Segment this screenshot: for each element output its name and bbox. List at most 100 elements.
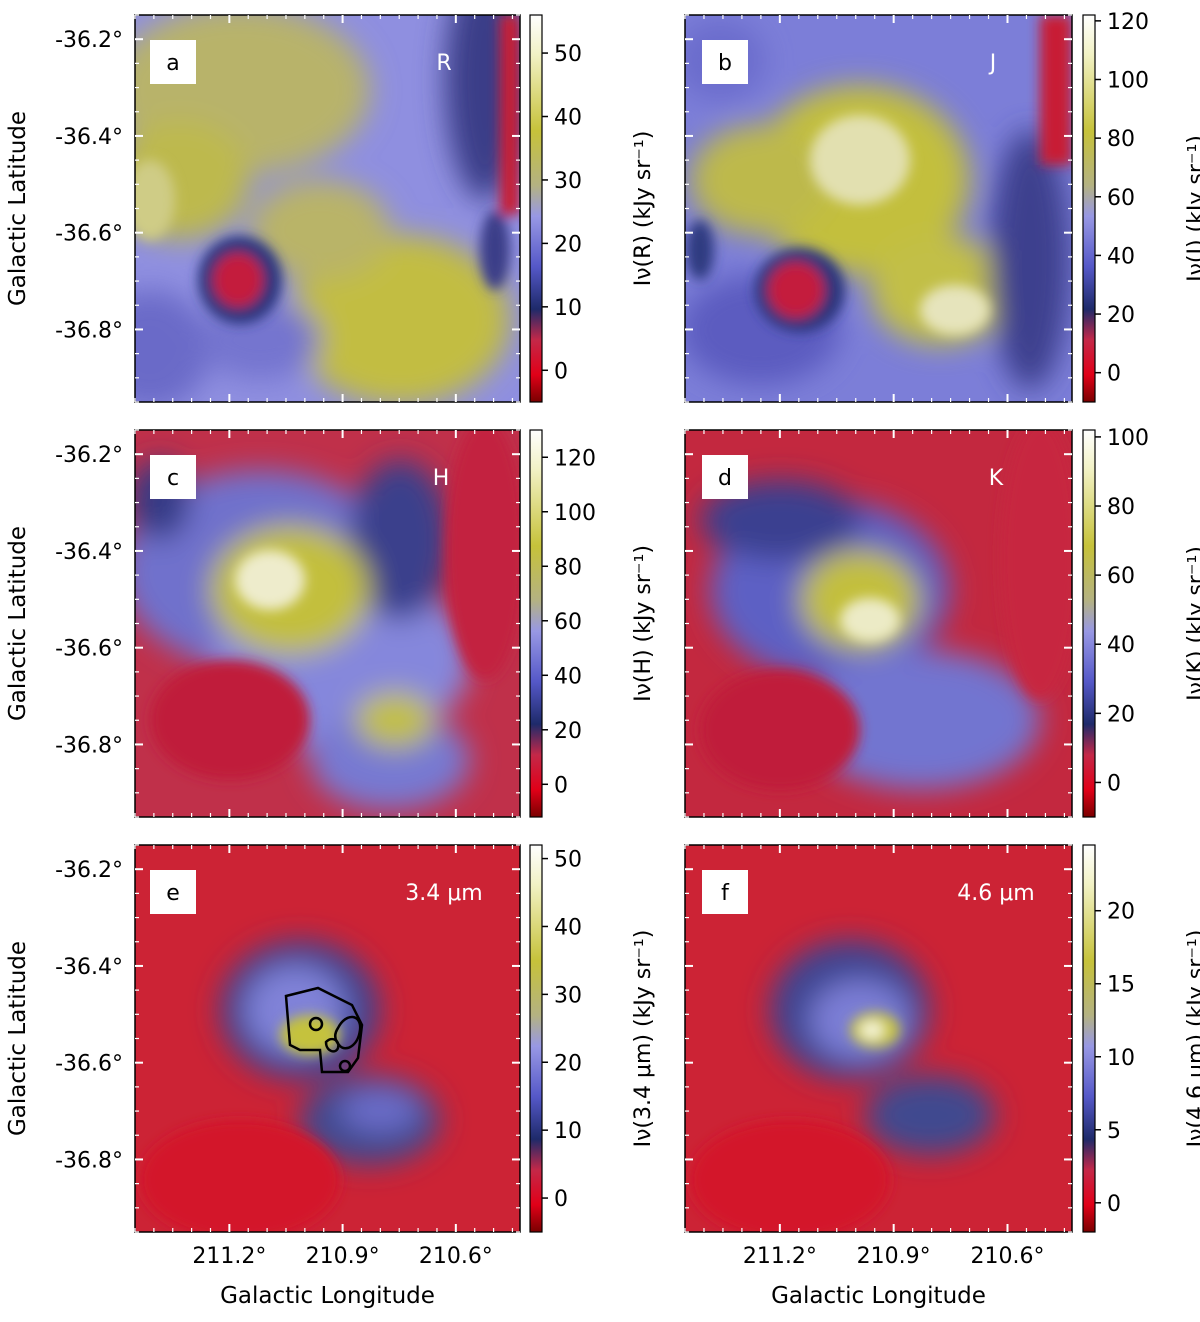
colorbar-label: Iν(K) (kJy sr⁻¹)	[1184, 546, 1200, 701]
colorbar-tick-label: 5	[1107, 1119, 1121, 1144]
colorbar-tick-label: 0	[554, 359, 568, 384]
lon-tick-label: 211.2°	[192, 1244, 266, 1269]
panel-b: b J	[684, 14, 1073, 403]
colorbar-tick-label: 0	[554, 1187, 568, 1212]
panel-b-axes: 0 20 40 60 80 100 120 Iν(J) (kJy sr⁻¹)	[684, 10, 1200, 403]
panel-b-letter: b	[718, 51, 732, 76]
colorbar-tick-label: 40	[554, 106, 582, 131]
colorbar-label: Iν(H) (kJy sr⁻¹)	[631, 545, 656, 702]
lon-tick-label: 210.6°	[971, 1244, 1045, 1269]
panel-e: e 3.4 μm	[134, 844, 521, 1233]
lat-tick-label: -36.2°	[55, 443, 123, 468]
colorbar-label: Iν(4.6 μm) (kJy sr⁻¹)	[1184, 930, 1200, 1148]
panel-f-band: 4.6 μm	[957, 881, 1034, 906]
y-axis-title: Galactic Latitude	[5, 111, 31, 306]
lat-tick-label: -36.4°	[55, 955, 123, 980]
panel-a-image	[135, 15, 520, 402]
colorbar-label: Iν(R) (kJy sr⁻¹)	[631, 131, 656, 287]
colorbar-tick-label: 20	[554, 719, 582, 744]
lon-tick-label: 210.9°	[857, 1244, 931, 1269]
colorbar-tick-label: 50	[554, 848, 582, 873]
colorbar-tick-label: 0	[1107, 1192, 1121, 1217]
panel-c: c H	[134, 429, 521, 818]
colorbar-tick-label: 10	[554, 296, 582, 321]
panel-d-letter: d	[718, 466, 732, 491]
colorbar-tick-label: 120	[554, 446, 596, 471]
colorbar-tick-label: 20	[1107, 900, 1135, 925]
colorbar-tick-label: 40	[554, 664, 582, 689]
lat-tick-label: -36.4°	[55, 125, 123, 150]
colorbar-tick-label: 30	[554, 169, 582, 194]
panel-a-axes: -36.2° -36.4° -36.6° -36.8° Galactic Latitud…	[5, 14, 656, 403]
panel-e-axes: -36.2° -36.4° -36.6° -36.8° 211.2° 210.9° 210.…	[5, 844, 656, 1309]
lon-tick-label: 210.9°	[306, 1244, 380, 1269]
panel-a-band: R	[436, 51, 451, 76]
colorbar-tick-label: 40	[1107, 244, 1135, 269]
colorbar-tick-label: 120	[1107, 10, 1149, 35]
colorbar-tick-label: 20	[1107, 303, 1135, 328]
panel-c-band: H	[433, 466, 450, 491]
panel-d-image	[685, 430, 1072, 817]
colorbar-tick-label: 100	[1107, 69, 1149, 94]
panel-e-letter: e	[166, 881, 180, 906]
panel-a: a R	[134, 14, 521, 403]
panel-c-axes: -36.2° -36.4° -36.6° -36.8° Galactic Latitud…	[5, 429, 656, 818]
panel-e-band: 3.4 μm	[405, 881, 482, 906]
panel-b-band: J	[988, 51, 997, 76]
colorbar-tick-label: 20	[554, 232, 582, 257]
colorbar-tick-label: 80	[1107, 127, 1135, 152]
colorbar-tick-label: 60	[1107, 564, 1135, 589]
colorbar-tick-label: 20	[554, 1051, 582, 1076]
lat-tick-label: -36.6°	[55, 1052, 123, 1077]
colorbar-tick-label: 0	[1107, 362, 1121, 387]
panel-f: f 4.6 μm	[684, 844, 1073, 1233]
colorbar-tick-label: 10	[1107, 1046, 1135, 1071]
panel-c-colorbar	[529, 429, 543, 818]
colorbar-label: Iν(J) (kJy sr⁻¹)	[1184, 135, 1200, 282]
panel-d: d K	[684, 429, 1073, 818]
lat-tick-label: -36.8°	[55, 318, 123, 343]
colorbar-tick-label: 40	[554, 915, 582, 940]
panel-f-image	[685, 845, 1072, 1232]
panel-e-contours	[284, 986, 364, 1074]
colorbar-tick-label: 60	[1107, 186, 1135, 211]
colorbar-tick-label: 80	[554, 555, 582, 580]
lat-tick-label: -36.6°	[55, 637, 123, 662]
colorbar-label: Iν(3.4 μm) (kJy sr⁻¹)	[631, 930, 656, 1148]
panel-f-axes: 211.2° 210.9° 210.6° Galactic Longitude 0 5 10…	[684, 844, 1200, 1309]
panel-c-letter: c	[167, 466, 179, 491]
panel-d-colorbar	[1082, 429, 1096, 818]
panel-c-image	[135, 430, 520, 817]
lat-tick-label: -36.8°	[55, 733, 123, 758]
lat-tick-label: -36.6°	[55, 222, 123, 247]
panel-d-band: K	[989, 466, 1004, 491]
axes-overlay: -36.2° -36.4° -36.6° -36.8° Galactic Latitud…	[5, 10, 1200, 1309]
colorbar-tick-label: 60	[554, 610, 582, 635]
panel-e-colorbar	[529, 844, 543, 1233]
colorbar-tick-label: 10	[554, 1119, 582, 1144]
panel-f-colorbar	[1082, 844, 1096, 1233]
colorbar-tick-label: 40	[1107, 633, 1135, 658]
panel-a-colorbar	[529, 14, 543, 403]
lat-tick-label: -36.2°	[55, 858, 123, 883]
colorbar-tick-label: 80	[1107, 495, 1135, 520]
lat-tick-label: -36.2°	[55, 28, 123, 53]
lat-tick-label: -36.4°	[55, 540, 123, 565]
lon-tick-label: 210.6°	[419, 1244, 493, 1269]
y-axis-title: Galactic Latitude	[5, 526, 31, 721]
colorbar-tick-label: 15	[1107, 973, 1135, 998]
colorbar-tick-label: 50	[554, 42, 582, 67]
colorbar-tick-label: 20	[1107, 702, 1135, 727]
lat-tick-label: -36.8°	[55, 1148, 123, 1173]
x-axis-title: Galactic Longitude	[220, 1283, 435, 1309]
lon-tick-label: 211.2°	[743, 1244, 817, 1269]
panel-b-colorbar	[1082, 14, 1096, 403]
colorbar-tick-label: 30	[554, 983, 582, 1008]
y-axis-title: Galactic Latitude	[5, 941, 31, 1136]
panel-d-axes: 0 20 40 60 80 100 Iν(K) (kJy sr⁻¹)	[684, 426, 1200, 818]
colorbar-tick-label: 0	[554, 773, 568, 798]
colorbar-tick-label: 100	[554, 501, 596, 526]
colorbar-tick-label: 100	[1107, 426, 1149, 451]
panel-f-letter: f	[721, 881, 730, 906]
